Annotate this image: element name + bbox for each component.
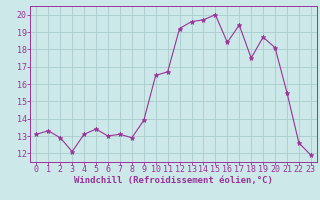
X-axis label: Windchill (Refroidissement éolien,°C): Windchill (Refroidissement éolien,°C) [74,176,273,185]
